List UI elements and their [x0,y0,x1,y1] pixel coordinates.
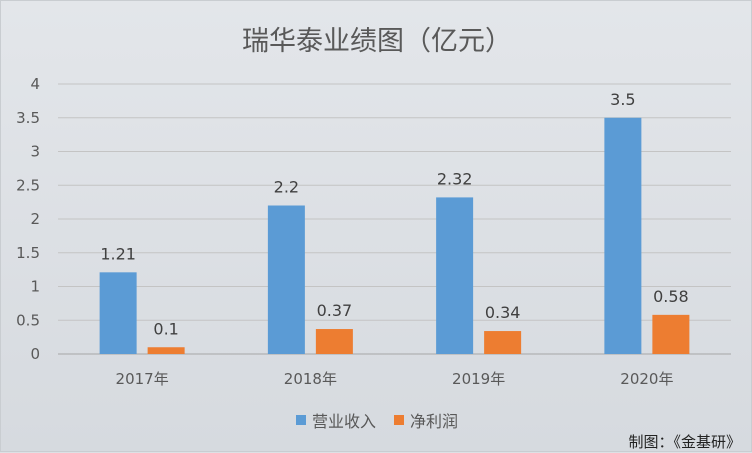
y-tick-label: 0 [30,345,40,363]
y-tick-label: 1 [30,278,40,296]
data-label: 2.2 [274,178,299,197]
x-tick-label: 2018年 [284,370,337,388]
legend-item-revenue: 营业收入 [295,408,376,432]
data-label: 0.58 [653,287,689,306]
data-label: 2.32 [437,169,473,188]
legend-item-profit: 净利润 [394,408,458,432]
data-label: 0.34 [485,303,521,322]
legend: 营业收入 净利润 [1,408,752,432]
bar-revenue [99,272,137,354]
legend-label-profit: 净利润 [410,412,459,431]
x-axis-ticks: 2017年 2018年 2019年 2020年 [116,370,674,388]
data-label: 1.21 [100,244,136,263]
data-labels: 1.21 0.1 2.2 0.37 2.32 0.34 3.5 0.58 [100,90,688,339]
y-tick-label: 4 [30,75,40,93]
data-label: 3.5 [610,90,635,109]
y-tick-label: 0.5 [16,311,40,329]
data-label: 0.37 [317,301,353,320]
y-tick-label: 3 [30,143,40,161]
y-axis-ticks: 0 0.5 1 1.5 2 2.5 3 3.5 4 [16,75,40,363]
legend-swatch-profit [394,415,404,425]
chart-title: 瑞华泰业绩图（亿元） [242,26,512,57]
bar-profit [147,347,185,354]
legend-swatch-revenue [295,415,306,425]
bar-profit [484,331,522,354]
x-tick-label: 2017年 [116,370,169,388]
data-label: 0.1 [153,319,178,338]
chart-credit: 制图：《金基研》 [628,433,741,451]
bar-profit [315,329,353,354]
bar-revenue [436,197,474,354]
y-tick-label: 3.5 [16,109,40,127]
y-tick-label: 2 [30,210,40,228]
bar-profit [652,314,690,354]
bar-revenue [604,117,642,354]
y-tick-label: 2.5 [16,176,40,194]
bars [99,117,690,354]
y-tick-label: 1.5 [16,244,40,262]
bar-revenue [267,205,305,354]
x-tick-label: 2019年 [452,370,505,388]
legend-label-revenue: 营业收入 [311,412,376,431]
x-tick-label: 2020年 [620,370,673,388]
